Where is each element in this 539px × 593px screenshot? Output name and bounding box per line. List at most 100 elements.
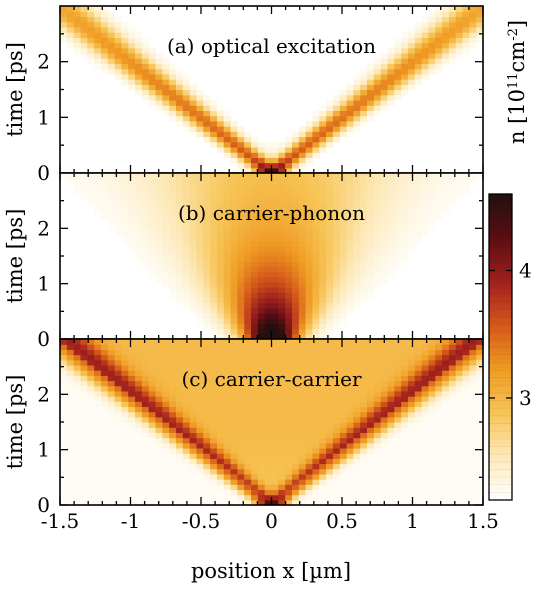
- heatmap-cell: [448, 47, 457, 54]
- heatmap-cell: [141, 432, 150, 439]
- heatmap-cell: [285, 370, 293, 376]
- heatmap-cell: [223, 458, 232, 465]
- heatmap-cell: [87, 47, 95, 54]
- heatmap-cell: [264, 214, 273, 221]
- heatmap-cell: [394, 489, 402, 496]
- heatmap-cell: [387, 484, 395, 491]
- heatmap-cell: [210, 479, 218, 485]
- heatmap-cell: [257, 152, 266, 158]
- heatmap-cell: [196, 473, 204, 480]
- heatmap-cell: [339, 198, 348, 205]
- heatmap-cell: [244, 406, 252, 413]
- heatmap-cell: [285, 256, 293, 262]
- heatmap-cell: [360, 442, 368, 449]
- heatmap-cell: [455, 437, 464, 444]
- heatmap-cell: [230, 209, 238, 216]
- heatmap-cell: [367, 79, 375, 85]
- heatmap-cell: [162, 261, 170, 267]
- heatmap-cell: [114, 349, 122, 356]
- heatmap-cell: [196, 198, 204, 205]
- heatmap-cell: [380, 89, 389, 96]
- heatmap-cell: [291, 359, 300, 366]
- heatmap-cell: [305, 323, 314, 330]
- heatmap-cell: [148, 261, 157, 267]
- heatmap-cell: [155, 344, 163, 350]
- heatmap-cell: [387, 473, 395, 480]
- heatmap-cell: [196, 235, 204, 242]
- heatmap-cell: [278, 188, 286, 195]
- heatmap-cell: [360, 79, 368, 85]
- heatmap-cell: [373, 209, 382, 216]
- heatmap-cell: [285, 167, 293, 174]
- heatmap-cell: [407, 193, 416, 200]
- heatmap-cell: [128, 52, 136, 59]
- heatmap-cell: [319, 235, 327, 242]
- heatmap-cell: [216, 313, 225, 319]
- heatmap-cell: [448, 173, 457, 179]
- heatmap-cell: [244, 193, 252, 200]
- heatmap-cell: [182, 99, 191, 106]
- heatmap-cell: [332, 339, 341, 345]
- heatmap-cell: [244, 396, 252, 402]
- heatmap-cell: [346, 99, 354, 106]
- heatmap-cell: [244, 250, 252, 257]
- heatmap-cell: [216, 302, 225, 309]
- heatmap-cell: [380, 484, 389, 491]
- heatmap-cell: [114, 370, 122, 376]
- heatmap-cell: [216, 370, 225, 376]
- heatmap-cell: [128, 453, 136, 459]
- heatmap-cell: [257, 479, 266, 485]
- heatmap-cell: [373, 390, 382, 397]
- heatmap-cell: [210, 266, 218, 273]
- heatmap-cell: [462, 339, 470, 345]
- heatmap-cell: [223, 214, 232, 221]
- heatmap-cell: [196, 183, 204, 190]
- heatmap-cell: [114, 42, 122, 49]
- heatmap-cell: [285, 157, 293, 164]
- heatmap-cell: [196, 307, 204, 314]
- heatmap-cell: [210, 385, 218, 392]
- heatmap-cell: [94, 178, 102, 184]
- heatmap-cell: [298, 224, 307, 231]
- heatmap-cell: [182, 188, 191, 195]
- heatmap-cell: [155, 94, 163, 101]
- heatmap-cell: [414, 442, 423, 449]
- heatmap-cell: [428, 26, 436, 33]
- heatmap-cell: [210, 328, 218, 335]
- heatmap-cell: [155, 494, 163, 501]
- heatmap-cell: [210, 364, 218, 371]
- heatmap-cell: [169, 406, 177, 413]
- heatmap-cell: [476, 339, 484, 345]
- heatmap-cell: [148, 422, 157, 428]
- heatmap-cell: [216, 323, 225, 330]
- heatmap-cell: [367, 401, 375, 408]
- heatmap-cell: [210, 473, 218, 480]
- heatmap-cell: [210, 401, 218, 408]
- heatmap-cell: [203, 193, 211, 200]
- heatmap-cell: [100, 489, 109, 496]
- heatmap-cell: [305, 126, 314, 132]
- heatmap-cell: [414, 188, 423, 195]
- heatmap-cell: [435, 364, 443, 371]
- heatmap-cell: [182, 489, 191, 496]
- heatmap-cell: [128, 499, 136, 506]
- heatmap-cell: [210, 344, 218, 350]
- heatmap-cell: [373, 437, 382, 444]
- heatmap-cell: [339, 463, 348, 470]
- heatmap-cell: [339, 479, 348, 485]
- heatmap-cell: [312, 473, 320, 480]
- heatmap-cell: [291, 349, 300, 356]
- heatmap-cell: [285, 178, 293, 184]
- heatmap-cell: [203, 214, 211, 221]
- heatmap-cell: [264, 146, 273, 153]
- heatmap-cell: [66, 178, 75, 184]
- heatmap-cell: [189, 209, 198, 216]
- heatmap-cell: [367, 281, 375, 288]
- heatmap-cell: [210, 99, 218, 106]
- heatmap-cell: [326, 375, 334, 382]
- heatmap-cell: [476, 385, 484, 392]
- heatmap-cell: [421, 359, 430, 366]
- heatmap-cell: [401, 63, 409, 70]
- heatmap-cell: [407, 473, 416, 480]
- heatmap-cell: [230, 359, 238, 366]
